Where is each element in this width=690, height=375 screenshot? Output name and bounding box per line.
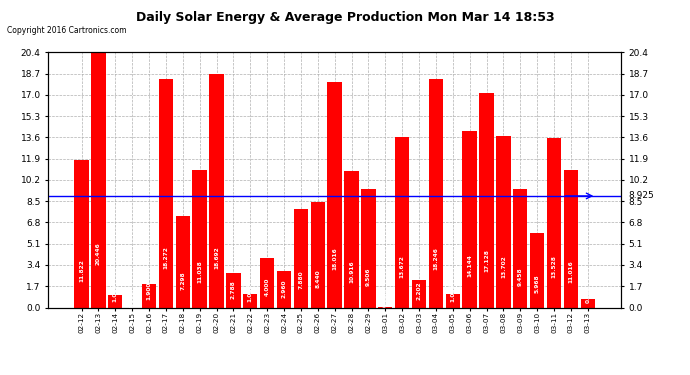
Bar: [209, 74, 224, 308]
Text: 2.202: 2.202: [417, 281, 422, 300]
Bar: [446, 294, 460, 307]
Bar: [294, 209, 308, 308]
Text: 5.968: 5.968: [535, 274, 540, 292]
Text: Daily Solar Energy & Average Production Mon Mar 14 18:53: Daily Solar Energy & Average Production …: [136, 11, 554, 24]
Bar: [108, 295, 122, 307]
Bar: [395, 136, 409, 308]
Text: 13.528: 13.528: [551, 255, 557, 278]
Text: 11.038: 11.038: [197, 260, 202, 283]
Text: 2.960: 2.960: [282, 280, 286, 298]
Text: 10.916: 10.916: [349, 261, 354, 283]
Bar: [193, 170, 207, 308]
Text: 13.702: 13.702: [501, 255, 506, 278]
Bar: [159, 79, 173, 308]
Text: 7.880: 7.880: [298, 270, 304, 289]
Bar: [142, 284, 156, 308]
Text: 1.052: 1.052: [248, 283, 253, 302]
Text: 0.652: 0.652: [585, 284, 591, 303]
Text: 18.272: 18.272: [164, 247, 168, 270]
Text: 0.004: 0.004: [383, 289, 388, 308]
Text: 14.144: 14.144: [467, 254, 472, 277]
Text: 18.692: 18.692: [214, 246, 219, 269]
Bar: [480, 93, 494, 308]
Text: 1.090: 1.090: [451, 284, 455, 302]
Bar: [243, 294, 257, 307]
Text: 13.672: 13.672: [400, 255, 404, 278]
Text: Copyright 2016 Cartronics.com: Copyright 2016 Cartronics.com: [7, 26, 126, 35]
Bar: [513, 189, 527, 308]
Bar: [226, 273, 241, 308]
Text: 11.822: 11.822: [79, 259, 84, 282]
Bar: [175, 216, 190, 308]
Text: 8.440: 8.440: [315, 269, 320, 288]
Bar: [277, 270, 291, 308]
Text: 9.458: 9.458: [518, 267, 523, 286]
Bar: [428, 80, 443, 308]
Text: 8.925: 8.925: [628, 191, 653, 200]
Bar: [260, 258, 275, 307]
Bar: [362, 189, 375, 308]
Bar: [91, 52, 106, 308]
Text: 9.506: 9.506: [366, 267, 371, 286]
Bar: [580, 299, 595, 307]
Text: 20.446: 20.446: [96, 243, 101, 266]
Text: 4.000: 4.000: [265, 278, 270, 296]
Text: 18.016: 18.016: [332, 247, 337, 270]
Bar: [75, 160, 89, 308]
Text: 7.298: 7.298: [180, 272, 185, 290]
Bar: [328, 82, 342, 308]
Text: 2.788: 2.788: [231, 280, 236, 298]
Text: 18.246: 18.246: [433, 247, 438, 270]
Bar: [344, 171, 359, 308]
Bar: [547, 138, 561, 308]
Bar: [462, 131, 477, 308]
Text: 1.900: 1.900: [146, 282, 152, 300]
Text: 0.000: 0.000: [130, 289, 135, 308]
Text: 1.010: 1.010: [112, 284, 118, 302]
Bar: [564, 170, 578, 308]
Bar: [310, 202, 325, 308]
Bar: [412, 280, 426, 308]
Text: 11.016: 11.016: [569, 260, 573, 283]
Text: 17.128: 17.128: [484, 249, 489, 272]
Bar: [496, 136, 511, 308]
Bar: [530, 233, 544, 308]
